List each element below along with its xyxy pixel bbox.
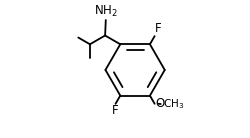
Text: CH$_3$: CH$_3$ [163,97,184,111]
Text: F: F [155,22,162,35]
Text: O: O [155,97,164,110]
Text: NH$_2$: NH$_2$ [94,4,118,19]
Text: F: F [112,104,119,117]
